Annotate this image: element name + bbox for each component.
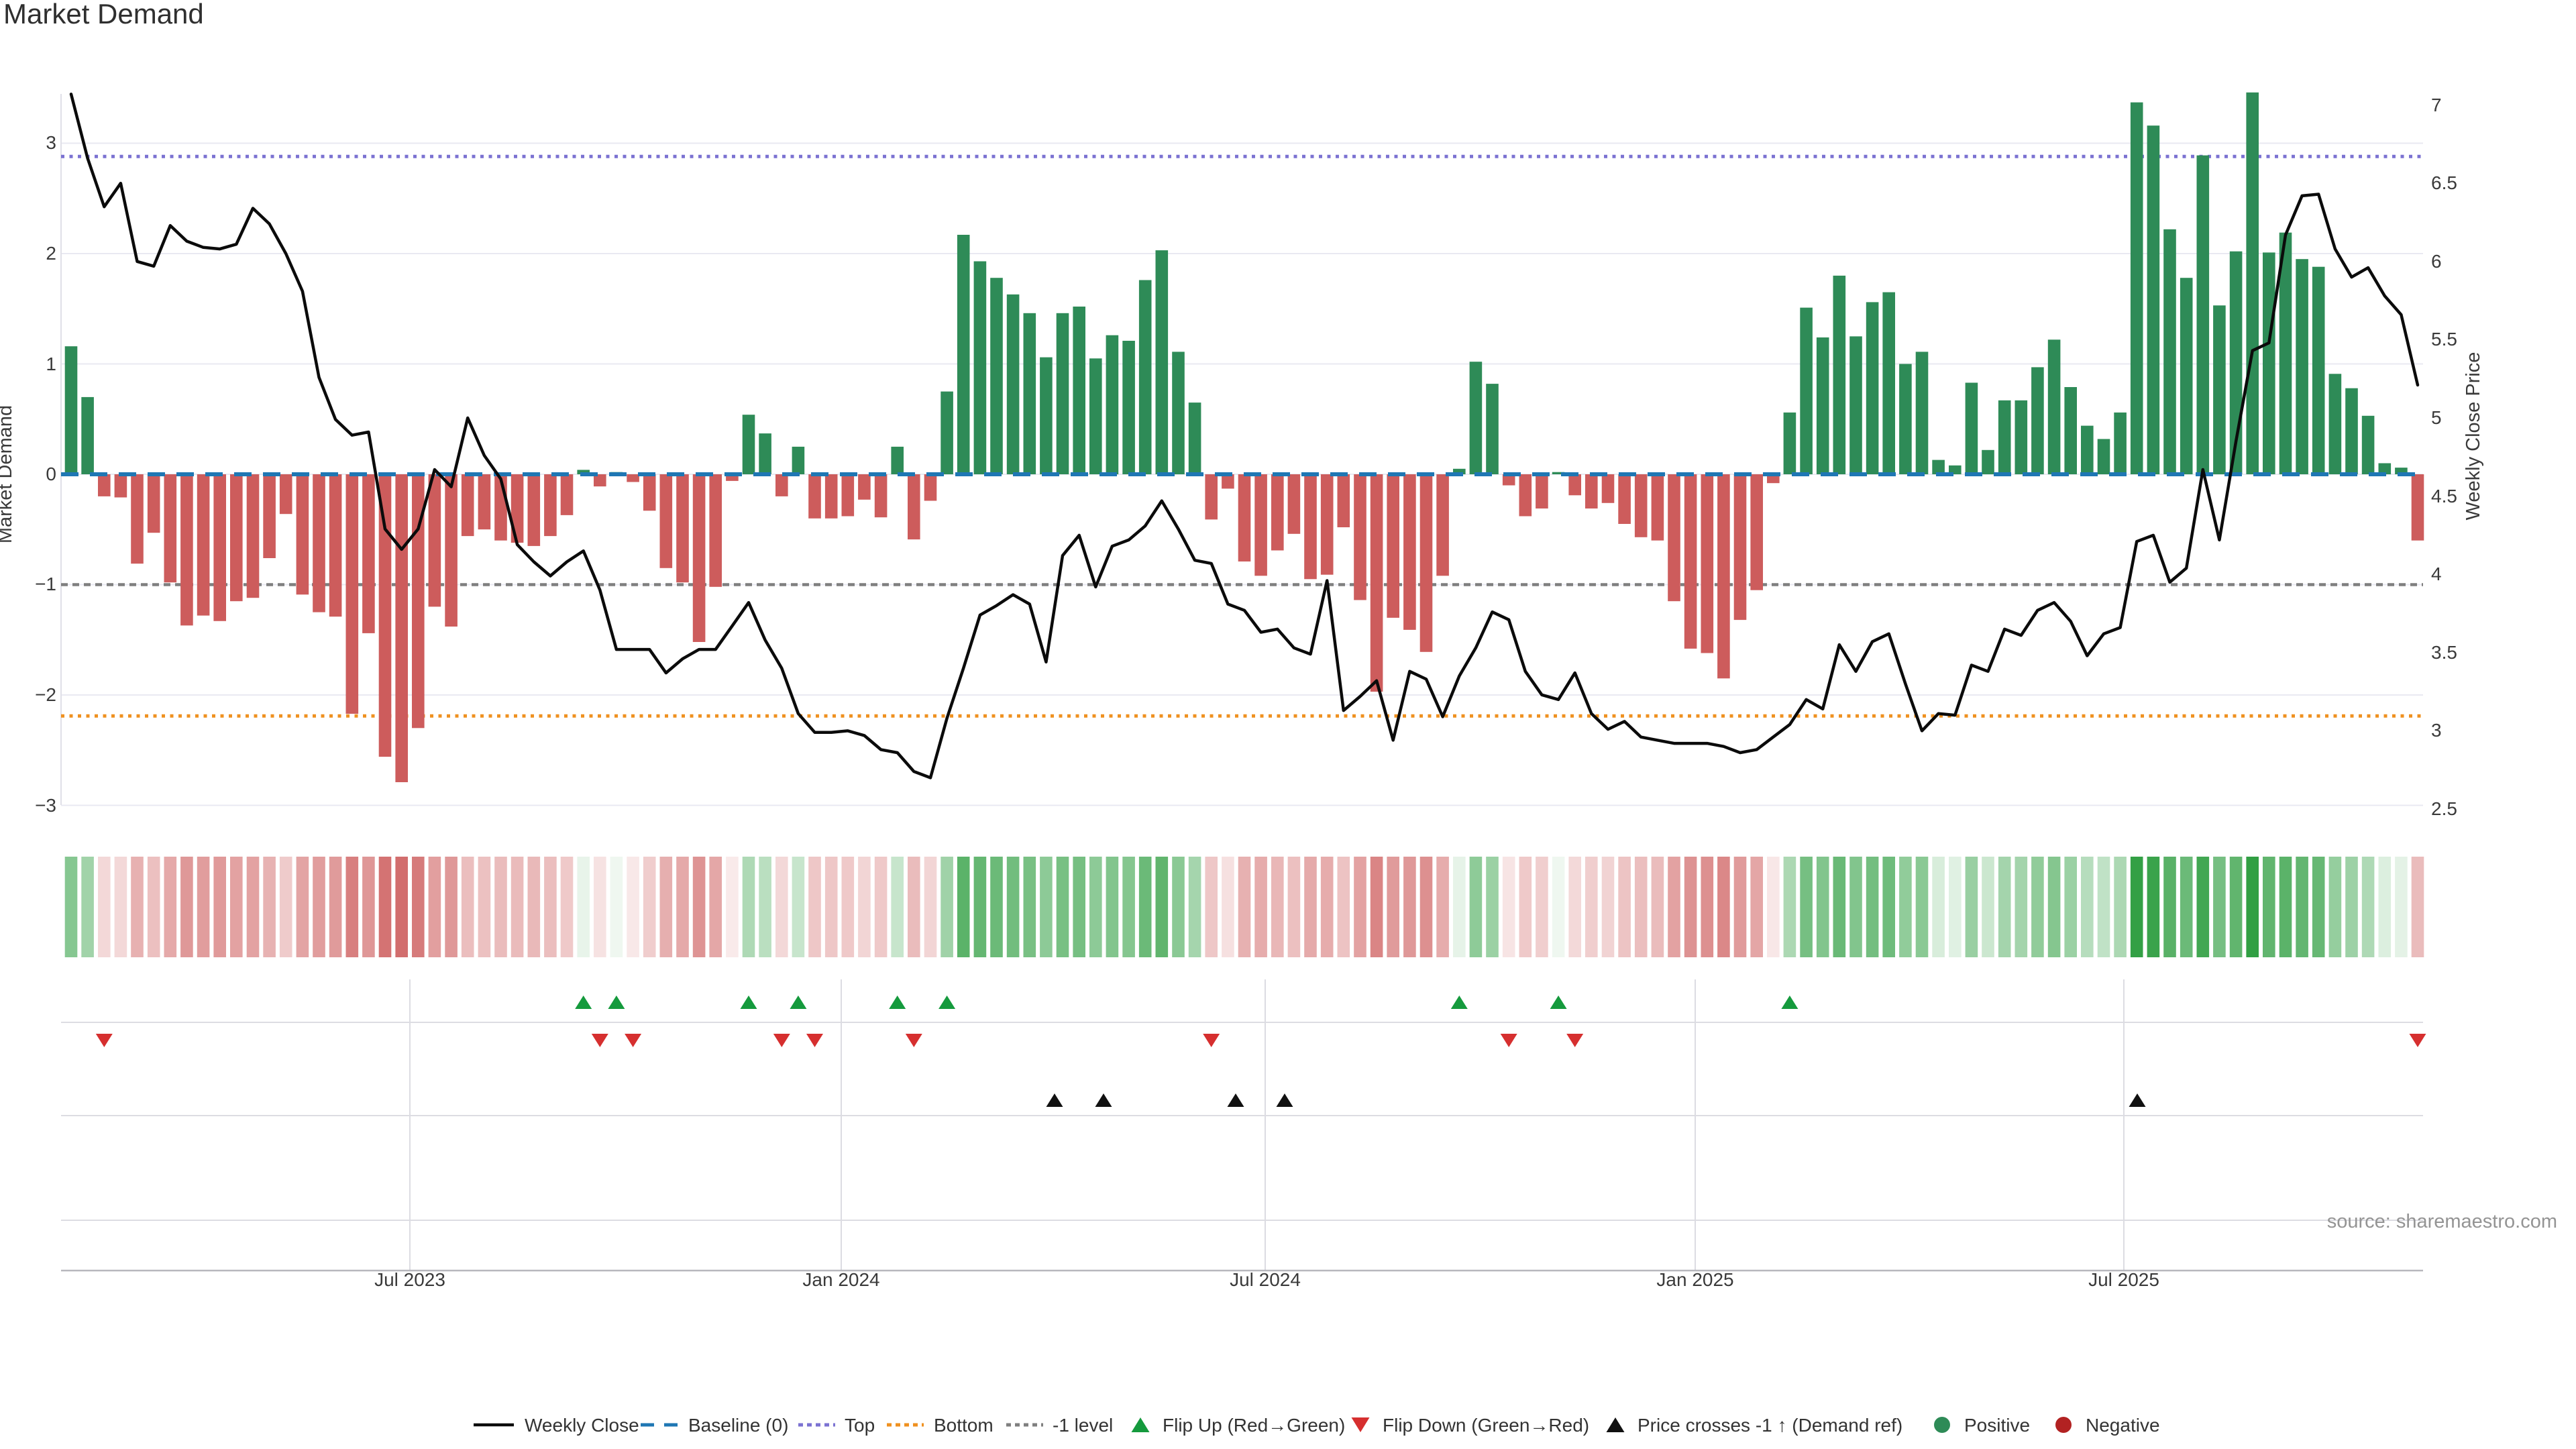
svg-text:4.5: 4.5 (2431, 486, 2457, 506)
svg-text:1: 1 (46, 354, 56, 374)
svg-text:2.5: 2.5 (2431, 798, 2457, 819)
svg-text:3.5: 3.5 (2431, 642, 2457, 663)
svg-text:source: sharemaestro.com: source: sharemaestro.com (2327, 1211, 2557, 1232)
svg-text:0: 0 (46, 464, 56, 484)
svg-text:Baseline (0): Baseline (0) (688, 1415, 788, 1436)
svg-text:6.5: 6.5 (2431, 172, 2457, 193)
svg-text:3: 3 (2431, 720, 2442, 741)
svg-text:Jul 2024: Jul 2024 (1230, 1269, 1301, 1290)
svg-text:−3: −3 (35, 795, 56, 816)
svg-text:Bottom: Bottom (934, 1415, 994, 1436)
svg-text:Flip Up (Red→Green): Flip Up (Red→Green) (1163, 1415, 1345, 1436)
svg-text:2: 2 (46, 243, 56, 264)
svg-text:4: 4 (2431, 564, 2442, 584)
svg-text:Price crosses -1 ↑ (Demand ref: Price crosses -1 ↑ (Demand ref) (1638, 1415, 1902, 1436)
svg-text:3: 3 (46, 132, 56, 153)
svg-text:Jul 2025: Jul 2025 (2088, 1269, 2159, 1290)
svg-text:Weekly Close Price: Weekly Close Price (2463, 352, 2484, 521)
svg-text:7: 7 (2431, 95, 2442, 115)
svg-text:Jan 2024: Jan 2024 (802, 1269, 879, 1290)
svg-text:Market Demand: Market Demand (0, 405, 16, 543)
svg-text:Weekly Close: Weekly Close (525, 1415, 639, 1436)
svg-text:Positive: Positive (1964, 1415, 2030, 1436)
svg-text:5.5: 5.5 (2431, 329, 2457, 350)
svg-text:Jan 2025: Jan 2025 (1656, 1269, 1733, 1290)
svg-text:Negative: Negative (2086, 1415, 2160, 1436)
svg-text:Market Demand: Market Demand (3, 0, 204, 30)
svg-text:Top: Top (845, 1415, 875, 1436)
svg-text:Flip Down (Green→Red): Flip Down (Green→Red) (1383, 1415, 1589, 1436)
svg-text:5: 5 (2431, 407, 2442, 428)
svg-text:6: 6 (2431, 251, 2442, 272)
svg-text:−2: −2 (35, 684, 56, 705)
svg-text:-1 level: -1 level (1053, 1415, 1113, 1436)
svg-text:−1: −1 (35, 574, 56, 594)
svg-text:Jul 2023: Jul 2023 (374, 1269, 445, 1290)
